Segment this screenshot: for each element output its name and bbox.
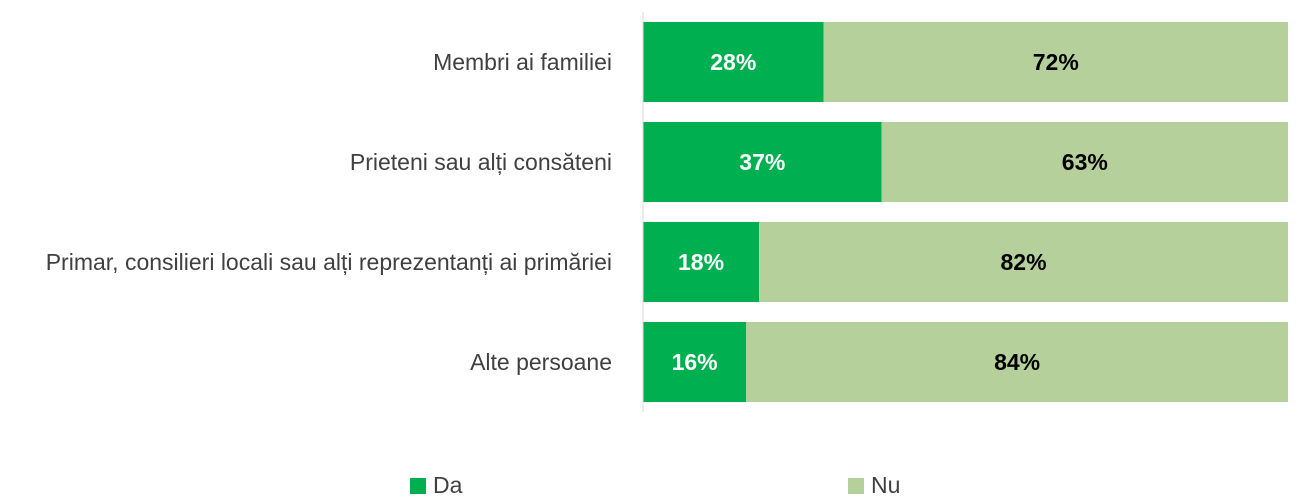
category-label: Alte persoane — [470, 349, 612, 375]
data-label: 37% — [739, 149, 785, 175]
legend-swatch — [848, 478, 864, 494]
data-label: 16% — [672, 349, 718, 375]
data-label: 18% — [678, 249, 724, 275]
data-label: 72% — [1033, 49, 1079, 75]
legend-label: Da — [433, 472, 463, 497]
bar-segment — [643, 222, 760, 302]
legend-swatch — [410, 478, 426, 494]
legend-label: Nu — [871, 472, 900, 497]
data-label: 82% — [1001, 249, 1047, 275]
category-label: Prieteni sau alți consăteni — [349, 149, 612, 175]
bar-segment — [643, 22, 824, 102]
data-label: 84% — [994, 349, 1040, 375]
bar-segment — [643, 122, 882, 202]
bar-segment — [881, 122, 1288, 202]
bar-segment — [746, 322, 1288, 402]
data-label: 63% — [1062, 149, 1108, 175]
bar-segment — [643, 322, 747, 402]
category-label: Membri ai familiei — [433, 49, 612, 75]
bar-segment — [823, 22, 1288, 102]
data-label: 28% — [710, 49, 756, 75]
bar-segment — [759, 222, 1288, 302]
category-label: Primar, consilieri locali sau alți repre… — [45, 249, 612, 275]
